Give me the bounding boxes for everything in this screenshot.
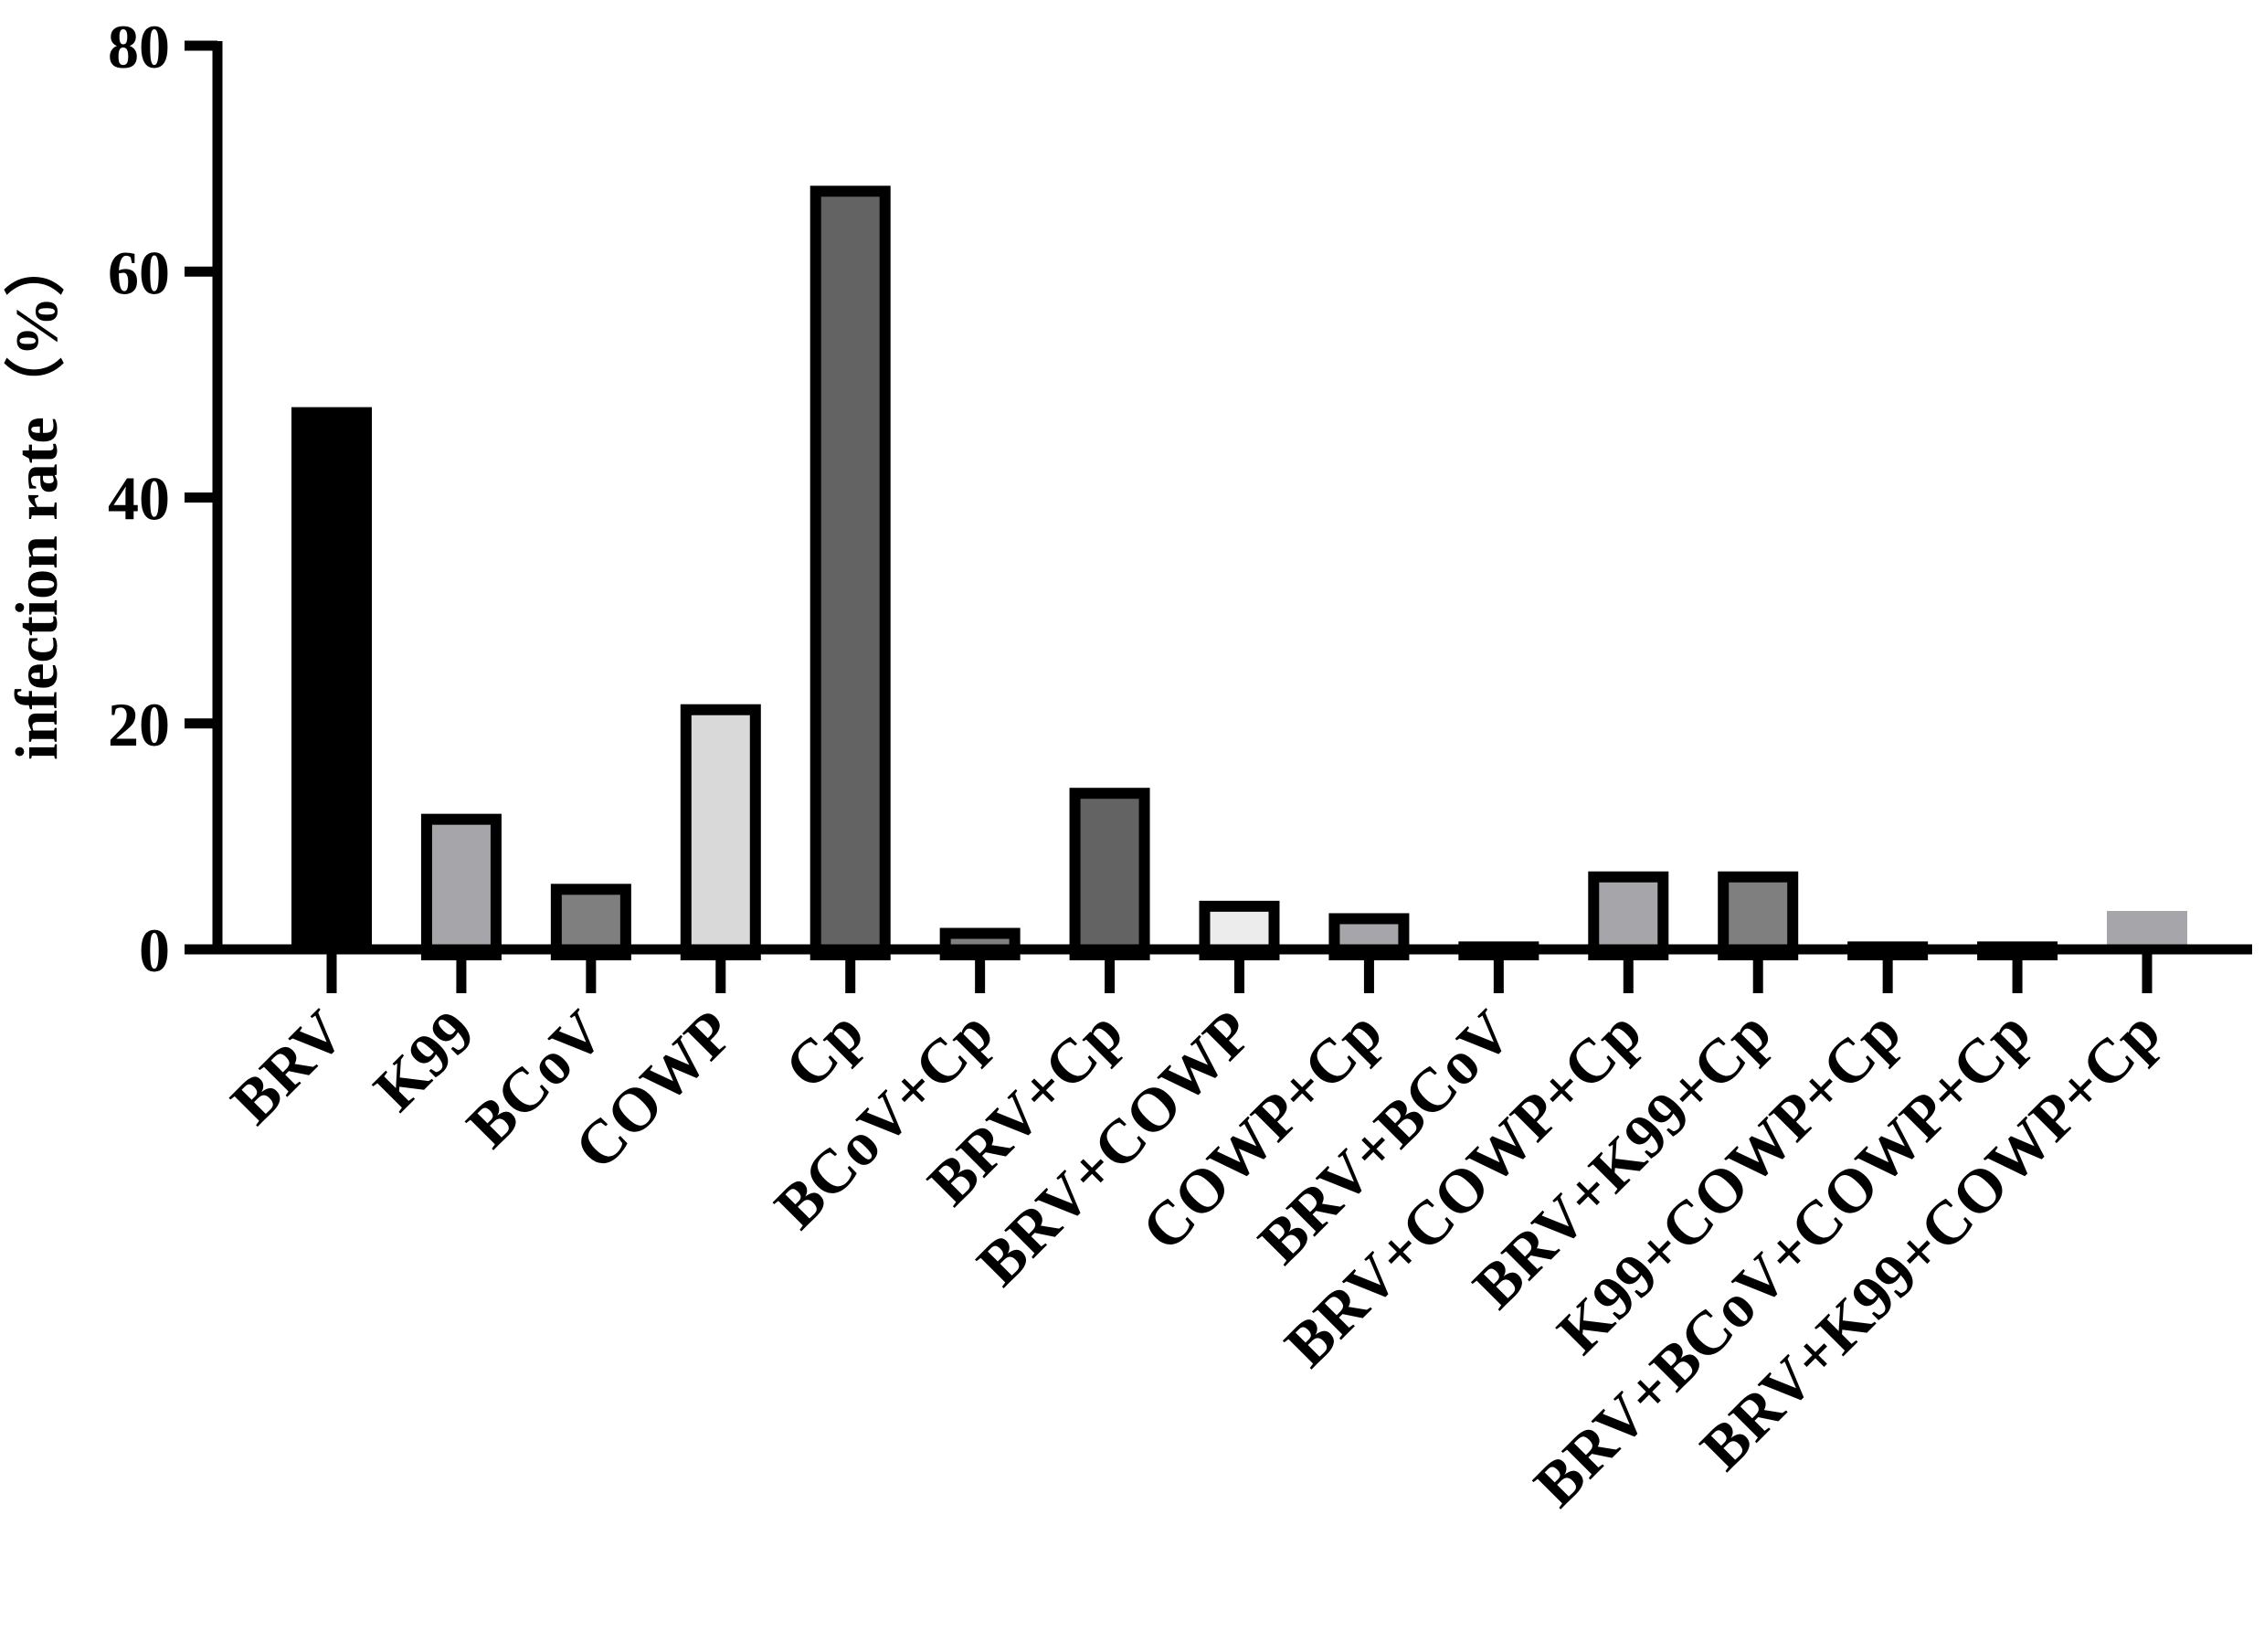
bar-cp <box>809 185 891 961</box>
bar-brv-cowp-cp <box>1588 871 1669 960</box>
bar-brv <box>291 407 372 950</box>
x-category-label: BRV <box>217 997 358 1138</box>
y-axis-title: infection rate（%） <box>3 236 70 760</box>
bar-brv-cp <box>1069 788 1150 960</box>
y-tick-label: 80 <box>108 12 170 81</box>
bars <box>291 185 2187 961</box>
bar-cowp <box>680 704 761 960</box>
y-axis-ticks: 0 20 40 60 80 <box>108 12 217 985</box>
y-tick-label: 60 <box>108 238 170 307</box>
x-axis-ticks <box>326 949 2153 993</box>
x-category-label: Cp <box>771 997 876 1102</box>
bar-brv-k99-cowp-cp <box>2107 910 2187 949</box>
bar-brv-k99-cp <box>1718 871 1799 960</box>
y-tick-label: 40 <box>108 464 170 534</box>
y-tick-label: 0 <box>139 916 170 985</box>
bar-k99 <box>420 813 502 961</box>
y-tick-label: 20 <box>108 690 170 759</box>
